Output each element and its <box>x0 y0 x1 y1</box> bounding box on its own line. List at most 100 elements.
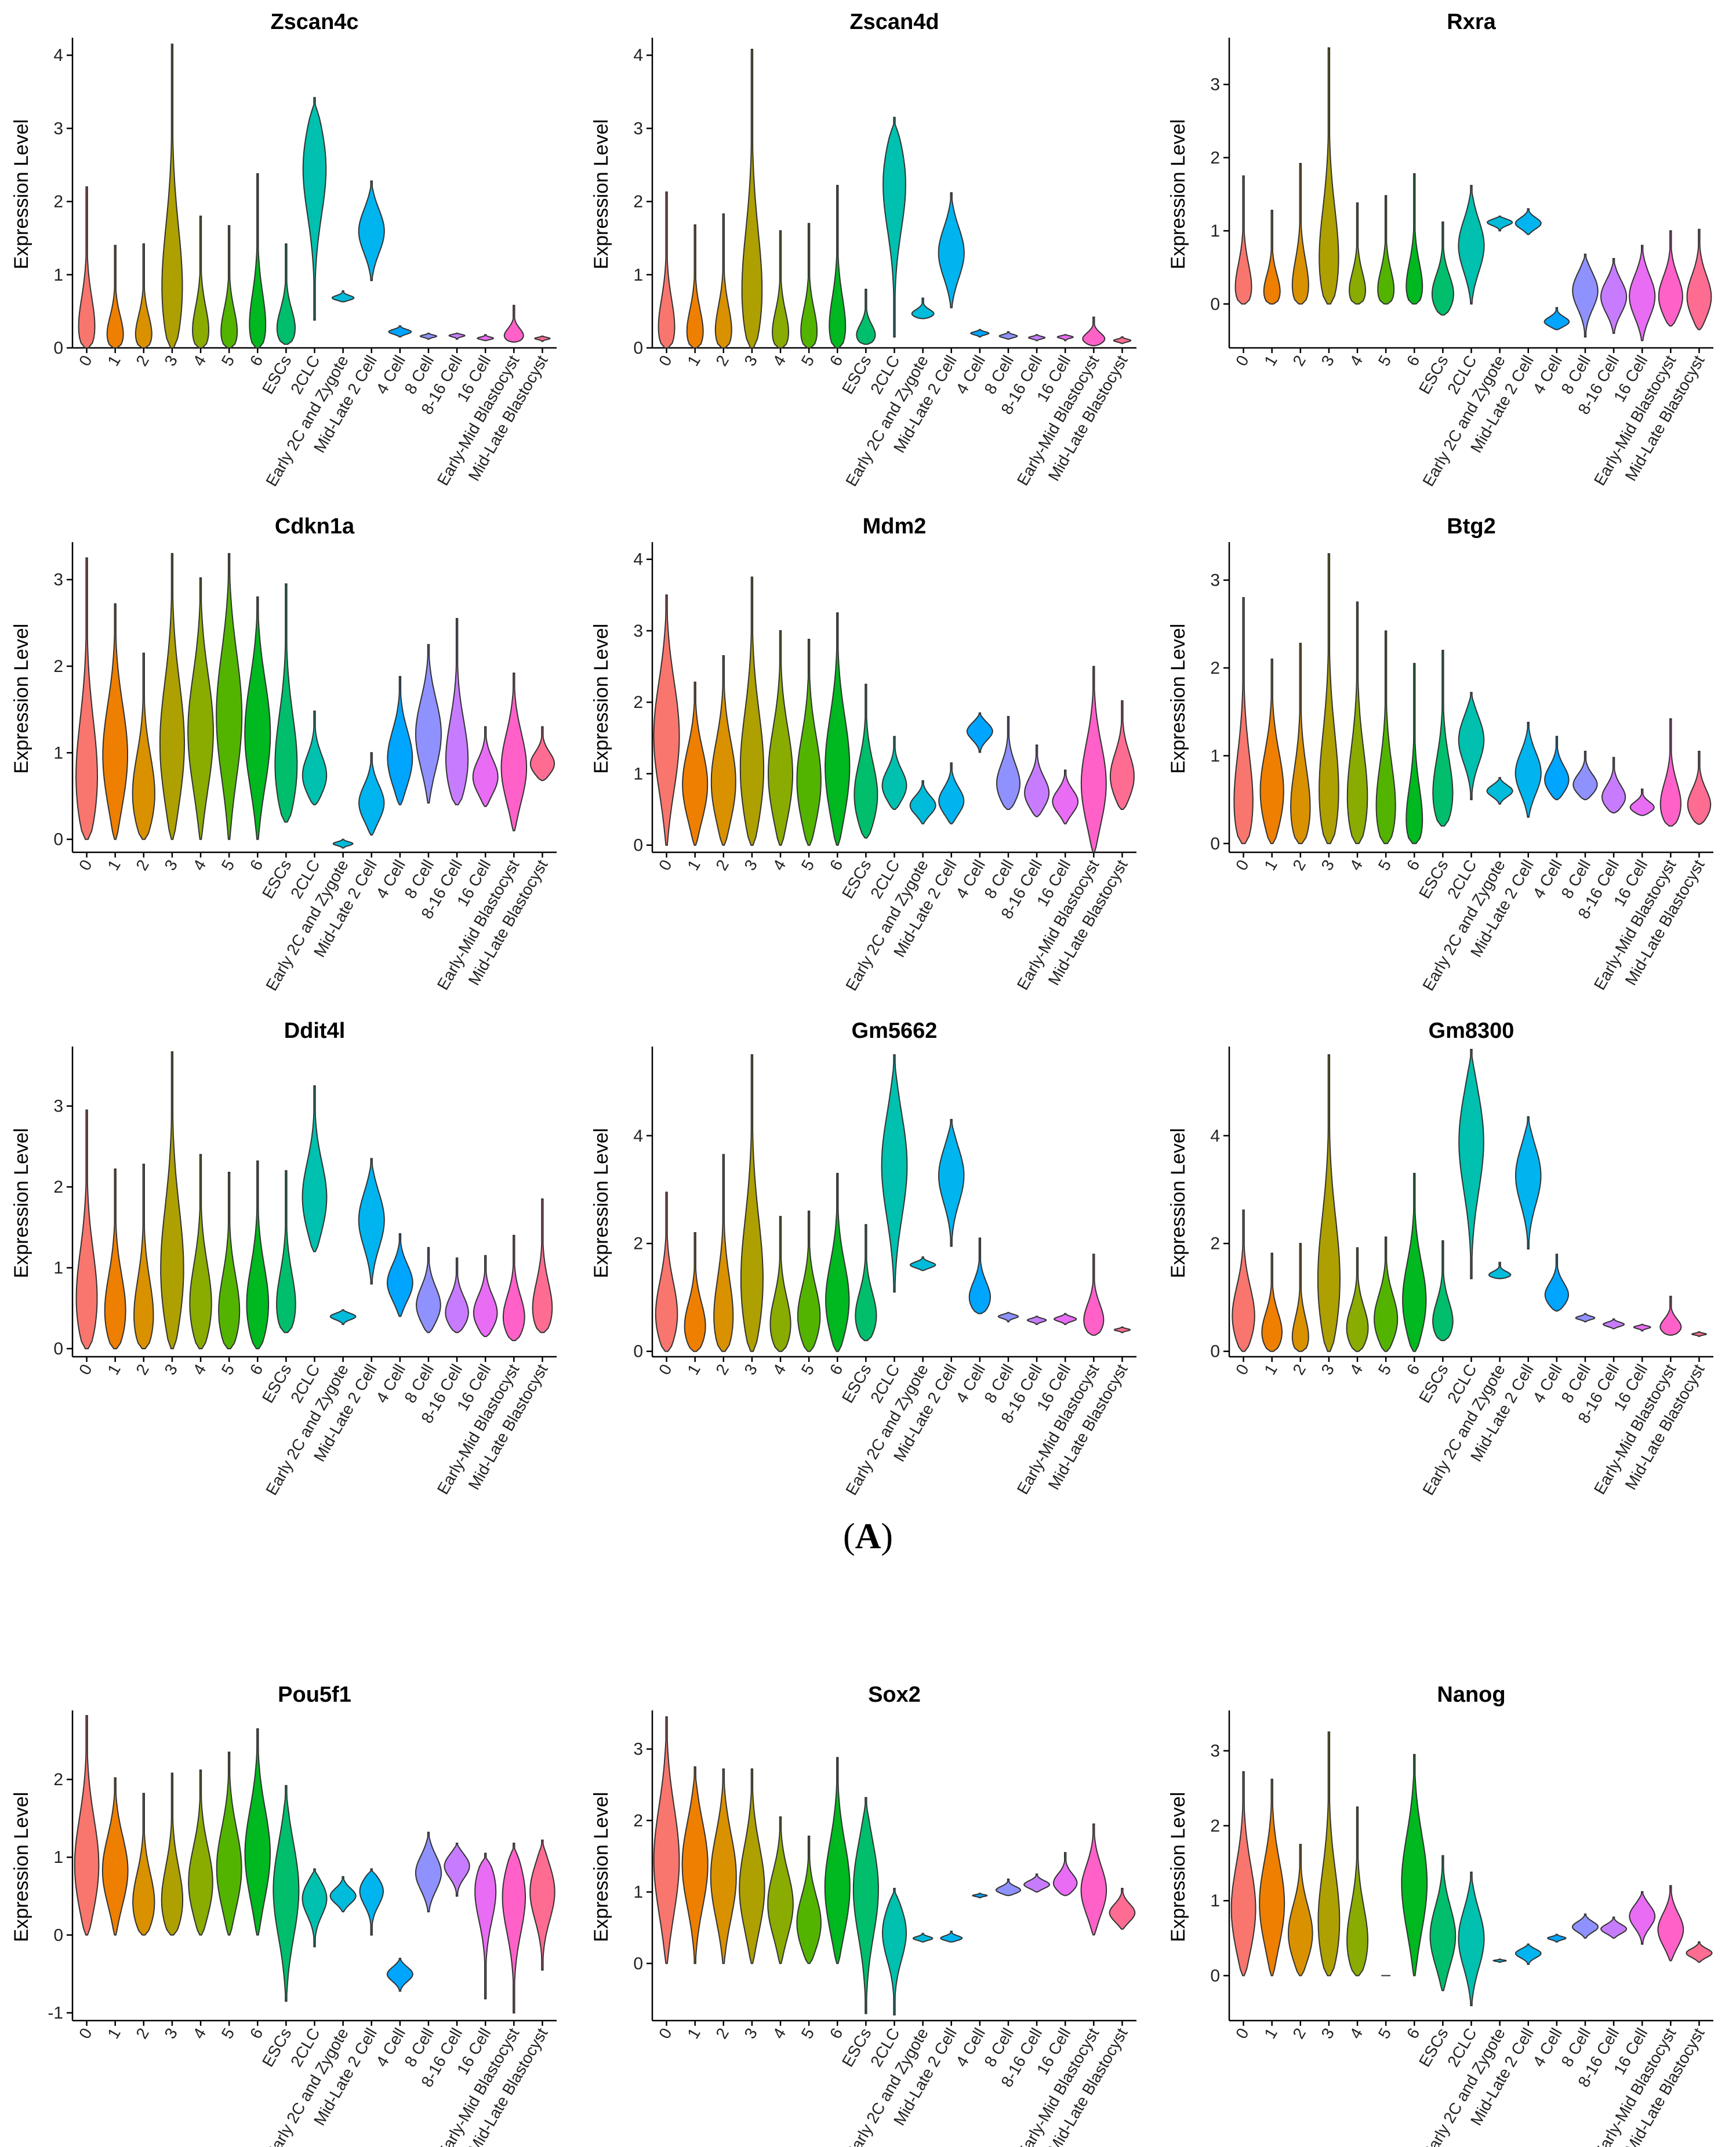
violin-8-16-cell <box>1600 1916 1628 1939</box>
chart-title: Btg2 <box>1447 514 1495 539</box>
violin-mid-late-2-cell <box>940 1930 963 1943</box>
violin-5 <box>1375 630 1396 844</box>
violin-8-cell <box>416 1247 441 1334</box>
x-tick-label: 4 Cell <box>1529 2025 1566 2070</box>
violin-2clc <box>302 97 327 321</box>
x-tick-label: 5 <box>218 2025 238 2042</box>
x-tick-label: 5 <box>1375 857 1395 874</box>
violin-16-cell <box>1629 788 1655 816</box>
violin-escs <box>1432 649 1454 827</box>
y-tick-label: 3 <box>633 622 643 641</box>
x-tick-label: 5 <box>218 353 238 369</box>
violin-4-cell <box>966 712 993 753</box>
y-tick-label: 0 <box>53 830 63 849</box>
x-tick-label: 0 <box>1232 1361 1252 1378</box>
x-tick-label: 3 <box>740 857 761 874</box>
violin-escs <box>276 1170 296 1334</box>
x-tick-label: 2 <box>1289 353 1309 369</box>
y-tick-label: 3 <box>633 119 643 138</box>
violin-3 <box>1319 553 1339 844</box>
violin-mid-late-2-cell <box>358 752 385 836</box>
x-tick-label: 6 <box>1403 857 1423 874</box>
x-tick-label: 4 Cell <box>372 1361 409 1407</box>
violin-mid-late-blastocyst <box>1691 1331 1708 1337</box>
y-axis-label: Expression Level <box>1167 624 1189 774</box>
violin-2 <box>1291 1243 1309 1352</box>
y-tick-label: 2 <box>53 1770 63 1789</box>
violin-0 <box>653 1716 680 1964</box>
y-axis-label: Expression Level <box>10 1792 32 1942</box>
violin-5 <box>1377 195 1395 305</box>
y-tick-label: 4 <box>1210 1127 1220 1146</box>
x-tick-label: 2 <box>712 2025 732 2042</box>
x-tick-label: 6 <box>246 1361 267 1378</box>
violin-early-mid-blastocyst <box>1083 1254 1105 1336</box>
x-tick-label: 1 <box>684 353 704 369</box>
violin-4-cell <box>387 675 413 805</box>
y-tick-label: 2 <box>1210 148 1220 168</box>
violin-8-cell <box>1571 1913 1599 1939</box>
violin-8-cell <box>997 1312 1019 1323</box>
violin-mid-late-2-cell <box>938 1118 965 1247</box>
y-tick-label: 2 <box>1210 1234 1220 1254</box>
chart-title: Rxra <box>1447 10 1496 34</box>
y-tick-label: 2 <box>53 192 63 212</box>
y-axis-label: Expression Level <box>590 624 612 774</box>
x-tick-label: 2 <box>1289 1361 1309 1378</box>
panel-label-a: (A) <box>842 1517 894 1556</box>
violin-2clc <box>1458 1871 1485 2007</box>
violin-3 <box>159 553 186 840</box>
violin-2clc <box>1458 692 1485 801</box>
violin-early-2c-and-zygote <box>911 297 935 319</box>
violin-2 <box>133 1164 154 1350</box>
y-tick-label: 0 <box>1210 834 1220 853</box>
violin-mid-late-blastocyst <box>1687 750 1712 825</box>
violin-6 <box>825 612 851 846</box>
violin-mid-late-blastocyst <box>1109 700 1135 811</box>
violin-early-2c-and-zygote <box>909 780 936 824</box>
x-tick-label: 5 <box>798 2025 818 2042</box>
y-tick-label: 3 <box>53 571 63 590</box>
violin-4 <box>1349 202 1367 305</box>
violin-4-cell <box>1544 1254 1570 1312</box>
x-tick-label: 2 <box>1289 2025 1309 2042</box>
chart-title: Cdkn1a <box>275 514 355 539</box>
y-tick-label: 1 <box>53 743 63 762</box>
violin-16-cell <box>1054 1313 1077 1325</box>
x-tick-label: ESCs <box>838 2025 875 2070</box>
x-tick-label: 3 <box>1317 1361 1338 1378</box>
x-tick-label: 5 <box>1375 353 1395 369</box>
x-tick-label: 6 <box>246 857 267 874</box>
violin-4 <box>769 1216 791 1352</box>
violin-3 <box>739 576 765 846</box>
y-tick-label: 1 <box>633 1883 643 1902</box>
violin-1 <box>1259 658 1284 844</box>
chart-title: Mdm2 <box>863 514 927 539</box>
y-tick-label: 3 <box>1210 571 1220 590</box>
x-tick-label: 4 <box>190 857 210 874</box>
violin-2 <box>714 213 732 348</box>
violin-mid-late-blastocyst <box>529 726 555 782</box>
x-tick-label: 5 <box>798 857 818 874</box>
y-tick-label: 2 <box>633 1234 643 1254</box>
violin-6 <box>1405 663 1423 844</box>
violin-2clc <box>881 1887 907 2016</box>
violin-2 <box>135 243 152 348</box>
chart-title: Sox2 <box>868 1683 921 1707</box>
violin-0 <box>1234 175 1252 305</box>
y-tick-label: 2 <box>53 657 63 676</box>
violin-3 <box>1319 47 1339 305</box>
violin-16-cell <box>1629 245 1656 342</box>
x-tick-label: 2 <box>712 857 732 874</box>
x-tick-label: 2 <box>132 1361 152 1378</box>
x-tick-label: 6 <box>826 2025 847 2042</box>
x-tick-label: 0 <box>655 353 675 369</box>
y-tick-label: 1 <box>53 266 63 285</box>
x-tick-label: 4 Cell <box>372 857 409 902</box>
x-tick-label: 3 <box>161 2025 181 2042</box>
violin-4-cell <box>1544 736 1570 801</box>
violin-mid-late-2-cell <box>1515 208 1542 235</box>
violin-mid-late-2-cell <box>358 1158 385 1285</box>
x-tick-label: 2 <box>132 353 152 369</box>
x-tick-label: 3 <box>740 353 761 369</box>
